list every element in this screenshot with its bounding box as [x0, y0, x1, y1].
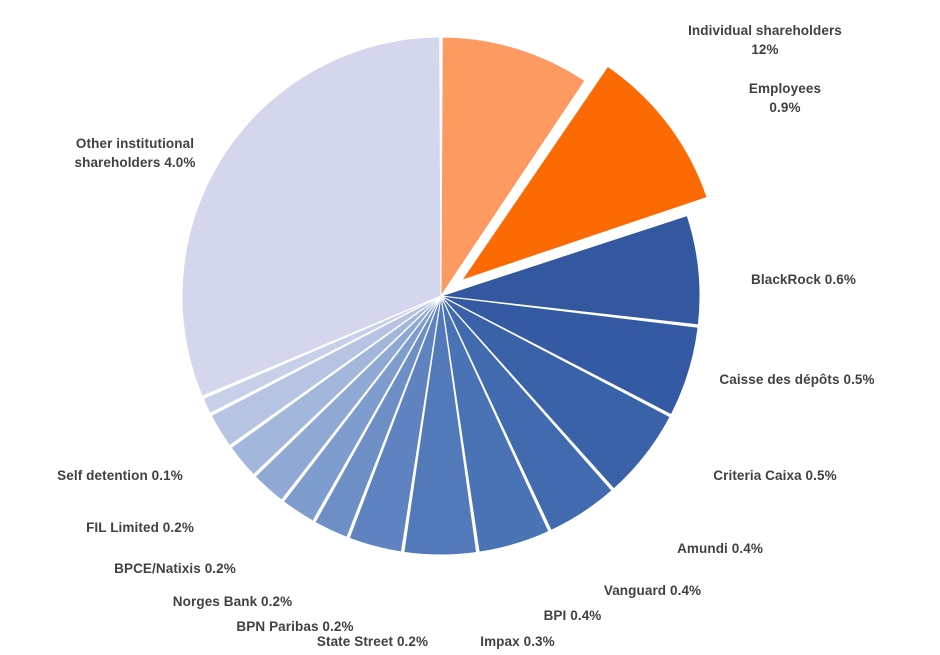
pie-slice-label-line: BPN Paribas 0.2% — [236, 619, 354, 634]
pie-slice-label-line: Criteria Caixa 0.5% — [713, 468, 837, 483]
pie-slice-label-line: Self detention 0.1% — [57, 468, 183, 483]
pie-slice[interactable] — [254, 295, 442, 501]
pie-slice-label: Employees 0.9% — [670, 79, 900, 117]
pie-slice[interactable] — [460, 65, 708, 282]
pie-slice-label-line: BlackRock 0.6% — [751, 272, 856, 287]
pie-slice-label-line: Norges Bank 0.2% — [172, 594, 293, 609]
pie-slice-label-line: 12% — [751, 42, 779, 58]
pie-slice-label-line: State Street 0.2% — [316, 634, 429, 649]
pie-slice[interactable] — [440, 295, 550, 553]
pie-slice[interactable] — [181, 36, 442, 397]
pie-slice-label-line: 0.9% — [769, 100, 801, 116]
pie-slice-label: Individual shareholders 12% — [600, 21, 930, 59]
pie-slice-label-line: shareholders 4.0% — [74, 155, 196, 171]
pie-slice-label-line: Vanguard 0.4% — [603, 583, 702, 598]
pie-slice[interactable] — [210, 295, 442, 447]
pie-slice[interactable] — [314, 295, 442, 538]
pie-slice[interactable] — [403, 295, 478, 556]
pie-slice[interactable] — [440, 295, 671, 490]
pie-slice-label: BPI 0.4% — [480, 606, 665, 625]
pie-slice-label: Impax 0.3% — [420, 632, 615, 651]
pie-slice-label-line: BPI 0.4% — [543, 608, 602, 623]
pie-slice[interactable] — [348, 295, 442, 553]
pie-slice-label: State Street 0.2% — [285, 632, 460, 651]
pie-slice-label: Self detention 0.1% — [25, 466, 215, 485]
pie-slice[interactable] — [440, 214, 701, 326]
pie-slice-label: Vanguard 0.4% — [540, 581, 765, 600]
pie-slice-label-line: Individual shareholders — [688, 23, 842, 38]
pie-slice-label-line: Employees — [748, 81, 822, 96]
pie-slice-label: FIL Limited 0.2% — [55, 518, 225, 537]
pie-slice-label: Amundi 0.4% — [610, 539, 830, 558]
pie-slice-label-line: Caisse des dépôts 0.5% — [719, 372, 875, 387]
pie-slice[interactable] — [230, 295, 442, 476]
pie-slice[interactable] — [202, 295, 442, 415]
pie-slice-label-line: BPCE/Natixis 0.2% — [114, 561, 236, 576]
pie-slice[interactable] — [440, 36, 586, 298]
pie-slice-label: BlackRock 0.6% — [676, 270, 931, 289]
pie-slice-label-line: FIL Limited 0.2% — [86, 520, 194, 535]
pie-slice-label-line: Impax 0.3% — [480, 634, 555, 649]
pie-slices-group — [181, 36, 708, 556]
pie-slice[interactable] — [440, 295, 613, 532]
pie-slice-label: Other institutional shareholders 4.0% — [30, 134, 240, 172]
pie-slice-label: BPCE/Natixis 0.2% — [80, 559, 270, 578]
pie-slice-label: Caisse des dépôts 0.5% — [662, 370, 932, 389]
pie-slice-label: BPN Paribas 0.2% — [200, 617, 390, 636]
pie-slice[interactable] — [440, 295, 699, 416]
pie-slice-label-line: Other institutional — [75, 136, 195, 151]
pie-slice[interactable] — [282, 295, 442, 522]
pie-slice-label-line: Amundi 0.4% — [677, 541, 763, 556]
pie-slice-label: Norges Bank 0.2% — [140, 592, 325, 611]
pie-slice-label: Criteria Caixa 0.5% — [650, 466, 900, 485]
